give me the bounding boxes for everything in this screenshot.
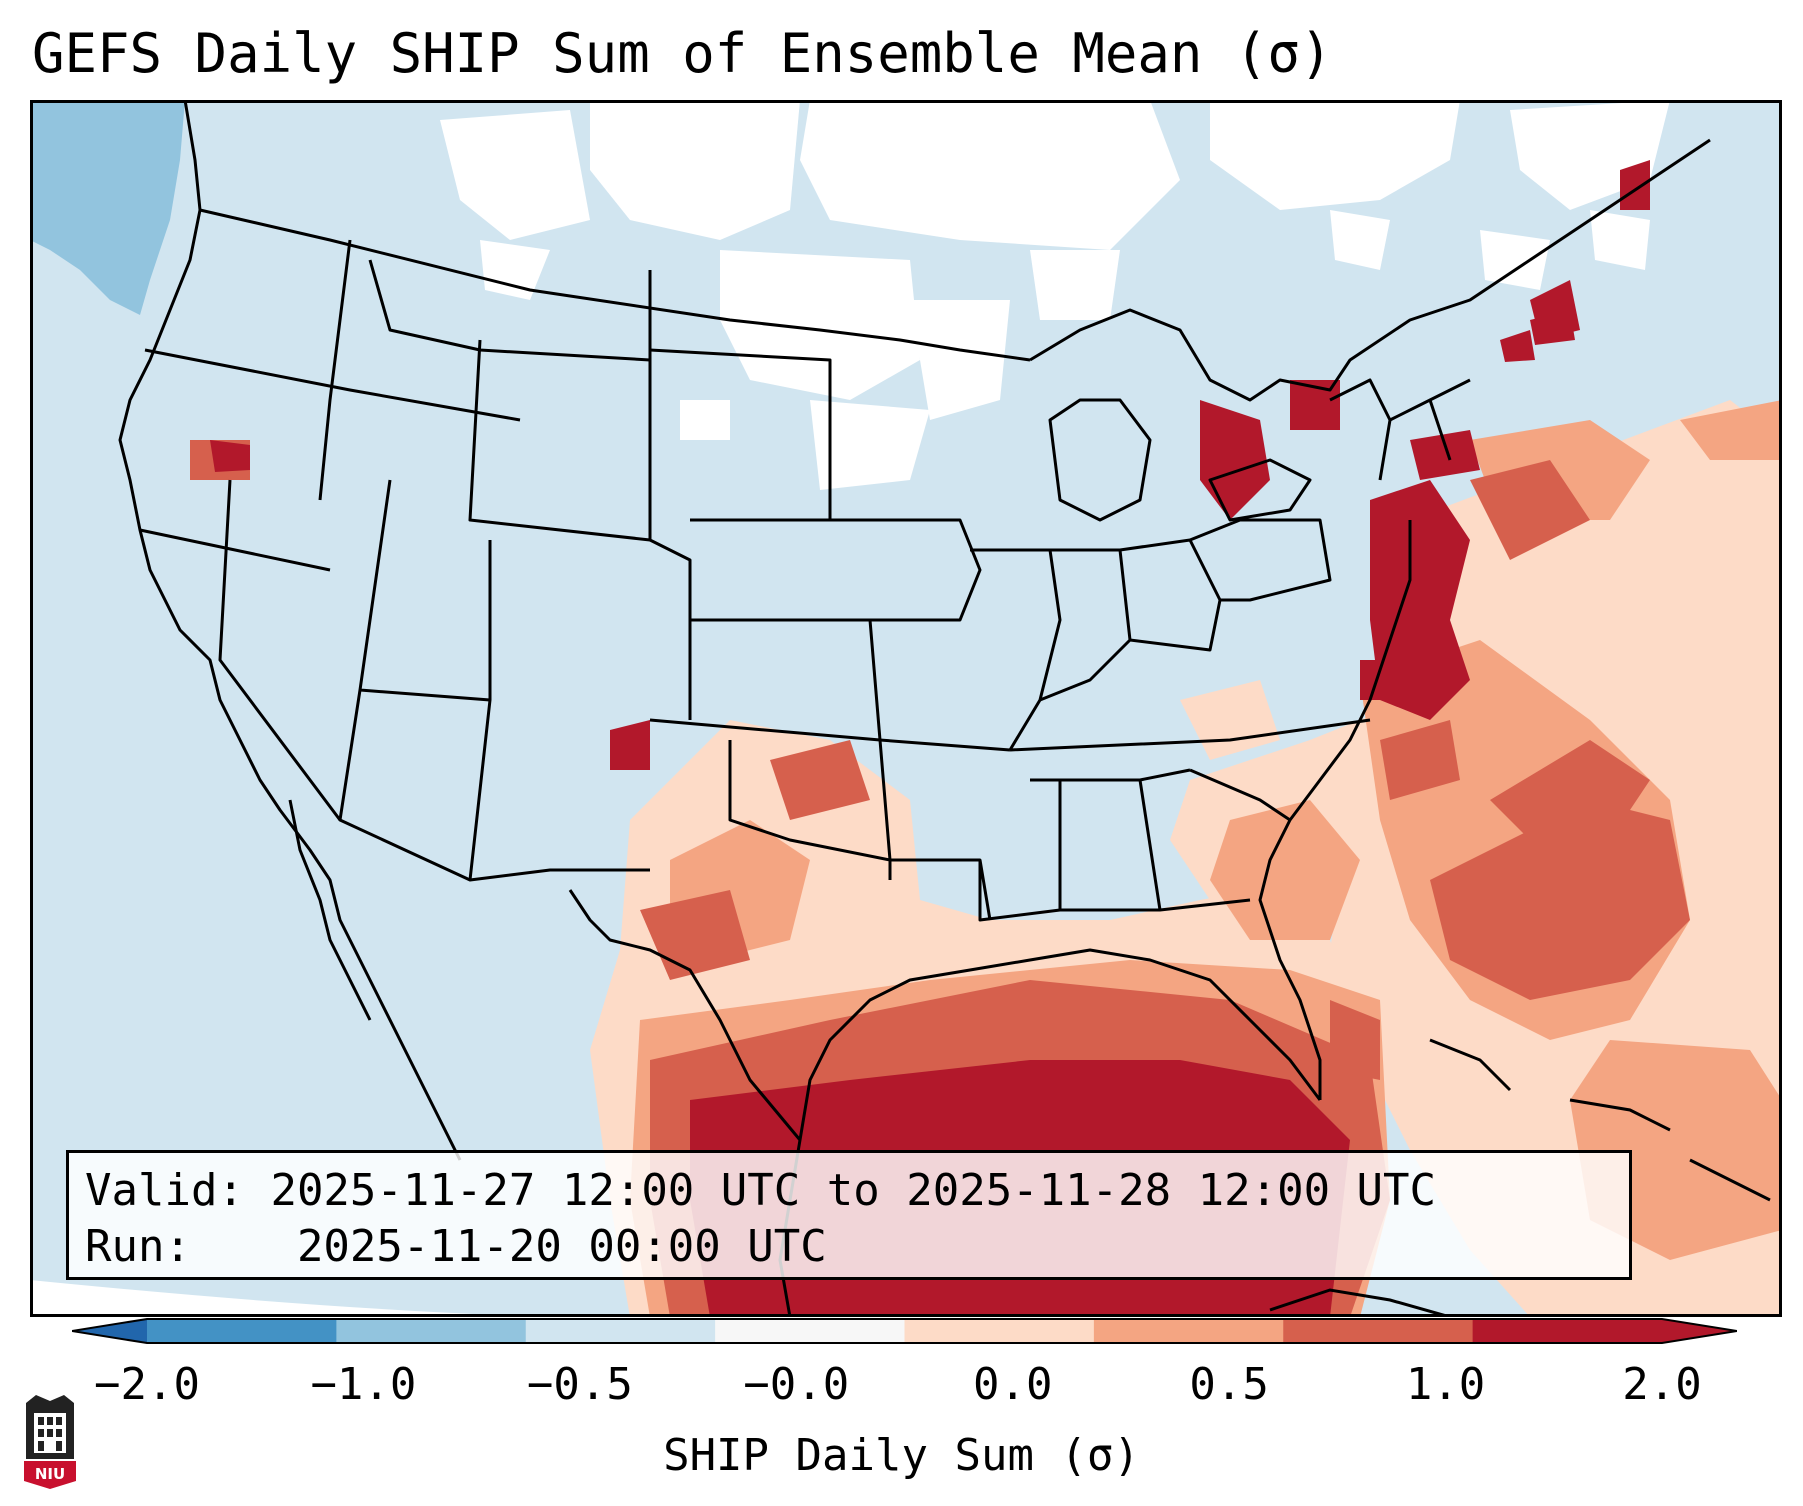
colorbar-tick-label: −1.0 — [310, 1359, 417, 1410]
colorbar-tick-label: −2.0 — [94, 1359, 200, 1410]
colorbar-segment — [1283, 1319, 1474, 1343]
run-time: 2025-11-20 00:00 UTC — [296, 1221, 827, 1272]
logo-text: NIU — [35, 1465, 65, 1483]
colorbar-tick-label: 1.0 — [1405, 1359, 1486, 1410]
colorbar-segment — [336, 1319, 527, 1343]
colorbar-segment — [1472, 1319, 1663, 1343]
validity-info-box: Valid: 2025-11-27 12:00 UTC to 2025-11-2… — [66, 1150, 1632, 1280]
colorbar-segment — [904, 1319, 1095, 1343]
colorbar-tick-label: −0.0 — [743, 1359, 850, 1410]
colorbar-tick-label: 2.0 — [1622, 1359, 1702, 1410]
chart-title: GEFS Daily SHIP Sum of Ensemble Mean (σ) — [32, 22, 1333, 85]
colorbar-extend-high — [1662, 1319, 1737, 1343]
colorbar-label: SHIP Daily Sum (σ) — [663, 1430, 1140, 1481]
colorbar-extend-low — [72, 1319, 147, 1343]
niu-logo: NIU — [24, 1395, 76, 1489]
caribbean-islands — [1269, 1038, 1771, 1317]
run-label: Run: — [85, 1221, 191, 1272]
ship-map — [30, 100, 1782, 1317]
colorbar-tick-label: 0.5 — [1189, 1359, 1269, 1410]
pacific-negative-region — [30, 100, 185, 315]
colorbar-segment — [1093, 1319, 1284, 1343]
valid-label: Valid: — [85, 1165, 244, 1216]
colorbar-tick-label: 0.0 — [972, 1359, 1053, 1410]
valid-time-range: 2025-11-27 12:00 UTC to 2025-11-28 12:00… — [270, 1165, 1437, 1216]
projection-edge — [30, 1280, 550, 1317]
map-frame — [30, 100, 1782, 1317]
colorbar — [72, 1318, 1737, 1344]
colorbar-segment — [147, 1319, 337, 1343]
colorbar-segment — [715, 1319, 905, 1343]
colorbar-segment — [525, 1319, 716, 1343]
colorbar-tick-label: −0.5 — [526, 1359, 633, 1410]
